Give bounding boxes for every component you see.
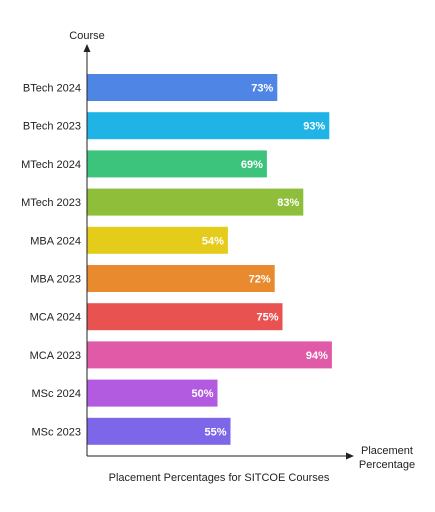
y-tick-label: MBA 2024 [30,235,81,247]
x-axis-title-line-2: Percentage [359,459,415,471]
data-label: 55% [204,426,226,438]
y-tick-label: BTech 2024 [23,83,81,95]
data-label: 83% [277,197,299,209]
y-tick-label: MSc 2024 [31,388,81,400]
x-axis-title-line-1: Placement [361,445,413,457]
y-tick-label: MCA 2024 [30,312,81,324]
y-tick-label: BTech 2023 [23,121,81,133]
bar [87,341,332,369]
data-label: 94% [306,350,328,362]
bar [87,265,275,292]
bars [87,74,332,445]
chart-title: Placement Percentages for SITCOE Courses [109,472,330,484]
y-tick-label: MSc 2023 [31,426,81,438]
bar [87,417,231,445]
y-tick-label: MTech 2023 [21,197,81,209]
y-tick-label: MBA 2023 [30,274,81,286]
bar [87,74,278,101]
bar [87,226,228,254]
y-axis-title: Course [69,30,104,42]
data-label: 75% [256,312,278,324]
data-label: 50% [191,388,213,400]
data-label: 72% [249,274,271,286]
data-label: 73% [251,83,273,95]
x-axis-arrow [346,452,354,460]
data-label: 93% [303,121,325,133]
y-tick-label: MTech 2024 [21,159,81,171]
bar [87,150,267,178]
bar [87,112,330,140]
data-label: 69% [241,159,263,171]
y-axis-arrow [83,44,91,52]
data-label: 54% [202,235,224,247]
bar [87,188,304,216]
y-tick-label: MCA 2023 [30,350,81,362]
bar [87,379,218,407]
y-tick-labels: BTech 2024 BTech 2023 MTech 2024 MTech 2023… [21,83,81,439]
data-labels: 73% 93% 69% 83% 54% 72% 75% 94% 50% 55% [191,83,328,439]
bar [87,303,283,331]
